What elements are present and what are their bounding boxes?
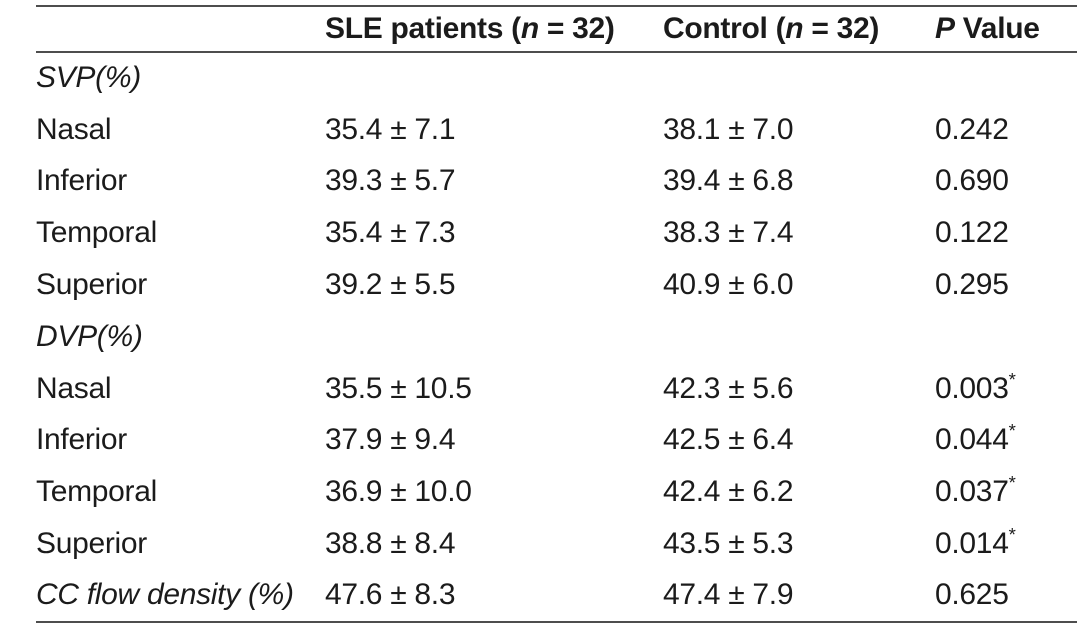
control-value [663,52,935,104]
control-value: 42.5 ± 6.4 [663,423,794,457]
table-row: DVP(%) [36,311,1077,363]
sle-value: 35.4 ± 7.1 [325,112,456,146]
row-label: Inferior [36,423,127,457]
table-row: CC flow density (%) 47.6 ± 8.3 47.4 ± 7.9 0… [36,570,1077,622]
control-value [663,311,935,363]
col-header-sle-n: n [520,12,539,45]
sle-value: 37.9 ± 9.4 [325,423,456,457]
sle-value: 35.5 ± 10.5 [325,371,472,405]
p-value: 0.014* [935,524,1016,561]
col-header-sle-patients: SLE patients (n = 32) [325,6,663,52]
significance-asterisk: * [1008,420,1016,442]
col-header-sle-post: = 32) [538,12,615,45]
control-value: 39.4 ± 6.8 [663,164,794,198]
table-row: Inferior 37.9 ± 9.4 42.5 ± 6.4 0.044* [36,415,1077,467]
table-row: Nasal 35.4 ± 7.1 38.1 ± 7.0 0.242 [36,104,1077,156]
results-table: SLE patients (n = 32) Control (n = 32) P… [36,5,1077,623]
col-header-empty [36,6,325,52]
p-value: 0.690 [935,164,1009,198]
row-label: Nasal [36,371,112,405]
table-row: Superior 39.2 ± 5.5 40.9 ± 6.0 0.295 [36,259,1077,311]
row-label: Superior [36,268,147,302]
significance-asterisk: * [1008,472,1016,494]
control-value: 38.3 ± 7.4 [663,216,794,250]
table-row: Temporal 36.9 ± 10.0 42.4 ± 6.2 0.037* [36,466,1077,518]
significance-asterisk: * [1008,524,1016,546]
table-header: SLE patients (n = 32) Control (n = 32) P… [36,6,1077,52]
col-header-control-n: n [785,12,804,45]
control-value: 38.1 ± 7.0 [663,112,794,146]
sle-value: 35.4 ± 7.3 [325,216,456,250]
sle-value: 47.6 ± 8.3 [325,578,456,612]
p-value [935,311,1077,363]
row-label: DVP(%) [36,319,143,353]
table-row: SVP(%) [36,52,1077,104]
control-value: 42.4 ± 6.2 [663,475,794,509]
p-value [935,52,1077,104]
significance-asterisk: * [1008,368,1016,390]
control-value: 47.4 ± 7.9 [663,578,794,612]
header-row: SLE patients (n = 32) Control (n = 32) P… [36,6,1077,52]
row-label: Temporal [36,475,157,509]
col-header-p-value: P Value [935,6,1077,52]
sle-value [325,52,663,104]
p-value: 0.295 [935,268,1009,302]
sle-value [325,311,663,363]
p-value: 0.625 [935,578,1009,612]
col-header-control-post: = 32) [803,12,880,45]
row-label: Superior [36,527,147,561]
control-value: 43.5 ± 5.3 [663,527,794,561]
col-header-control-pre: Control ( [663,12,786,45]
table-row: Superior 38.8 ± 8.4 43.5 ± 5.3 0.014* [36,518,1077,570]
sle-value: 39.3 ± 5.7 [325,164,456,198]
col-header-sle-pre: SLE patients ( [325,12,521,45]
col-header-p-italic: P [935,12,955,45]
p-value: 0.003* [935,368,1016,405]
p-value: 0.122 [935,216,1009,250]
row-label: Inferior [36,164,127,198]
col-header-control: Control (n = 32) [663,6,935,52]
p-value: 0.044* [935,420,1016,457]
table-row: Temporal 35.4 ± 7.3 38.3 ± 7.4 0.122 [36,207,1077,259]
sle-value: 39.2 ± 5.5 [325,268,456,302]
row-label: SVP(%) [36,61,141,95]
table-body: SVP(%) Nasal 35.4 ± 7.1 38.1 ± 7.0 0.242 Infe… [36,52,1077,622]
col-header-p-post: Value [954,12,1040,45]
table-row: Inferior 39.3 ± 5.7 39.4 ± 6.8 0.690 [36,156,1077,208]
row-label: Temporal [36,216,157,250]
control-value: 40.9 ± 6.0 [663,268,794,302]
control-value: 42.3 ± 5.6 [663,371,794,405]
p-value: 0.037* [935,472,1016,509]
sle-value: 38.8 ± 8.4 [325,527,456,561]
row-label: CC flow density (%) [36,578,294,612]
row-label: Nasal [36,112,112,146]
p-value: 0.242 [935,112,1009,146]
table-row: Nasal 35.5 ± 10.5 42.3 ± 5.6 0.003* [36,363,1077,415]
sle-value: 36.9 ± 10.0 [325,475,472,509]
